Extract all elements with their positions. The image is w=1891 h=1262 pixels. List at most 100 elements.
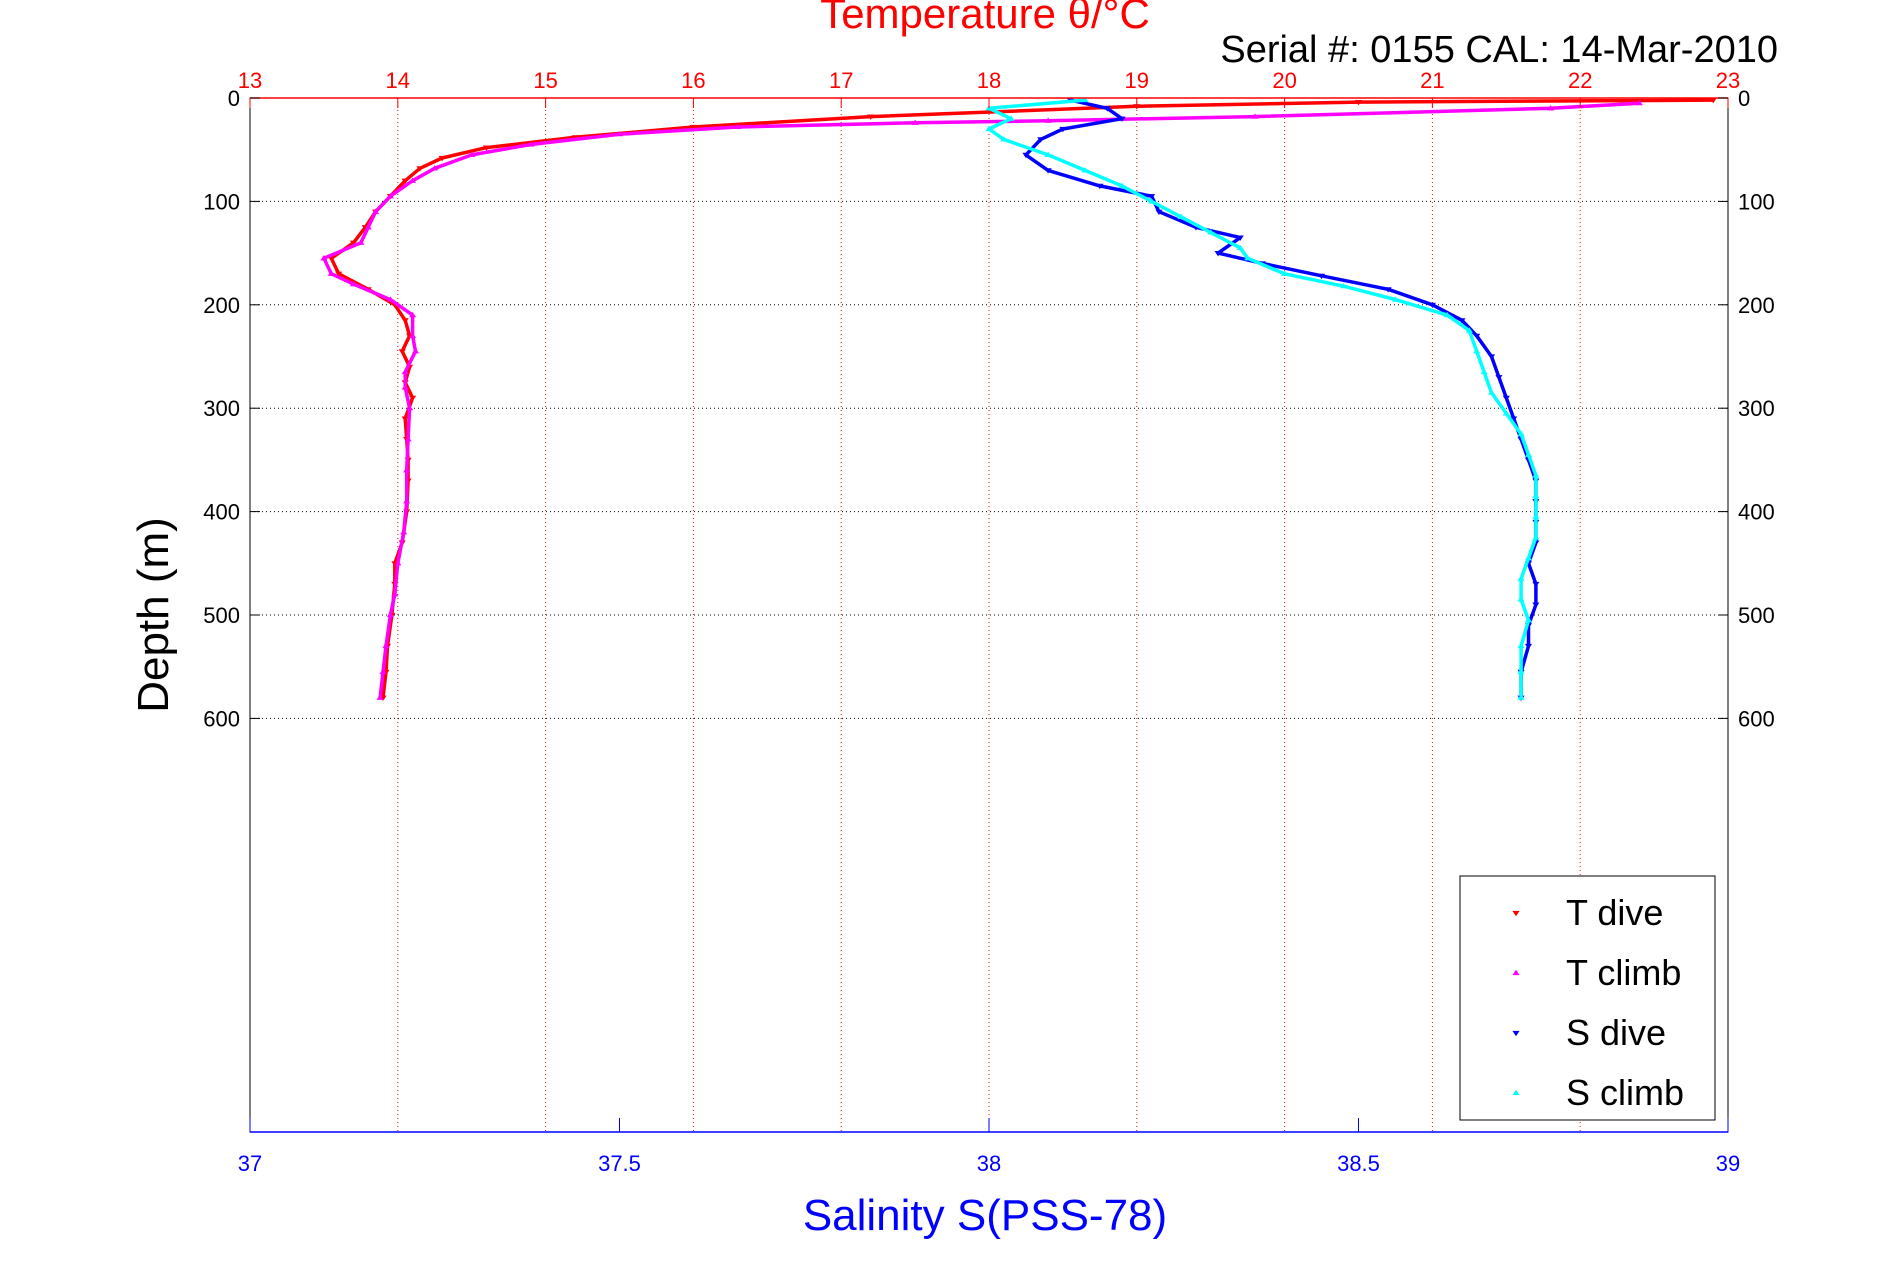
data-point: [1096, 183, 1104, 190]
data-point: [1148, 198, 1156, 204]
data-point: [527, 141, 535, 147]
data-point: [409, 177, 417, 183]
data-point: [1502, 410, 1510, 416]
depth-tick-label-right: 100: [1738, 189, 1775, 214]
data-point: [1037, 137, 1045, 143]
legend-marker: [1512, 969, 1520, 976]
data-point: [1495, 375, 1503, 381]
data-point: [404, 435, 412, 442]
data-point: [1517, 596, 1525, 602]
data-point: [1524, 554, 1533, 561]
chart-subtitle: Serial #: 0155 CAL: 14-Mar-2010: [1220, 29, 1778, 71]
data-point: [1517, 668, 1525, 674]
data-point: [409, 332, 417, 338]
data-point: [401, 368, 409, 375]
depth-tick-label-right: 300: [1738, 396, 1775, 421]
data-point: [411, 348, 420, 354]
depth-tick-label-left: 100: [203, 189, 240, 214]
data-point: [1532, 581, 1540, 588]
legend-marker: [1512, 1089, 1520, 1096]
temp-tick-label: 21: [1420, 68, 1444, 93]
data-point: [400, 529, 408, 535]
data-point: [1177, 213, 1185, 220]
data-point: [734, 123, 742, 130]
depth-tick-label-left: 400: [203, 500, 240, 525]
salinity-tick-label: 38: [977, 1151, 1001, 1176]
data-point: [394, 560, 402, 566]
data-point: [1022, 152, 1030, 159]
data-point: [1081, 167, 1089, 173]
data-point: [1118, 116, 1126, 122]
depth-tick-label-left: 200: [203, 293, 240, 318]
data-point: [1384, 287, 1392, 293]
temp-tick-label: 14: [386, 68, 410, 93]
data-point: [1487, 354, 1496, 360]
data-point: [349, 240, 358, 247]
data-point: [1155, 209, 1163, 215]
data-point: [1207, 229, 1215, 235]
data-point: [1517, 694, 1525, 700]
series-layer: [320, 96, 1717, 701]
data-point: [1044, 151, 1052, 157]
depth-tick-label-left: 500: [203, 603, 240, 628]
data-point: [335, 271, 343, 278]
temp-tick-label: 17: [829, 68, 853, 93]
data-point: [401, 384, 409, 390]
legend-marker: [1512, 1030, 1520, 1037]
temp-tick-label: 19: [1125, 68, 1149, 93]
data-point: [431, 165, 439, 171]
data-point: [1517, 642, 1525, 649]
data-point: [403, 498, 411, 504]
legend-box: [1459, 875, 1716, 1121]
legend-entry-label: S climb: [1566, 1072, 1684, 1113]
depth-tick-label-right: 400: [1738, 500, 1775, 525]
legend-entry-label: T climb: [1566, 952, 1681, 993]
salinity-tick-label: 37: [238, 1151, 262, 1176]
data-point: [1473, 333, 1481, 340]
depth-tick-label-right: 500: [1738, 603, 1775, 628]
temp-tick-label: 16: [681, 68, 705, 93]
data-point: [1532, 492, 1540, 499]
data-point: [867, 114, 875, 120]
series-t-climb: [320, 99, 1643, 700]
legend-marker: [1512, 910, 1520, 917]
legend-entry-label: T dive: [1566, 892, 1663, 933]
depth-tick-label-right: 0: [1738, 86, 1750, 111]
data-point: [372, 208, 380, 214]
depth-tick-label-left: 0: [228, 86, 240, 111]
data-point: [1473, 348, 1481, 354]
data-point: [327, 270, 335, 276]
data-point: [1517, 430, 1525, 437]
data-point: [1524, 643, 1533, 650]
depth-tick-label-left: 600: [203, 706, 240, 731]
data-point: [391, 591, 399, 597]
data-point: [985, 125, 993, 132]
data-point: [1354, 100, 1363, 106]
data-point: [403, 466, 411, 473]
data-point: [1244, 255, 1252, 261]
data-point: [1148, 194, 1156, 200]
data-point: [1281, 270, 1289, 276]
temp-tick-label: 20: [1272, 68, 1296, 93]
data-point: [382, 642, 390, 649]
data-point: [1103, 106, 1111, 112]
data-point: [386, 296, 394, 302]
data-point: [406, 404, 414, 411]
data-point: [911, 119, 919, 125]
data-point: [1007, 115, 1015, 121]
data-point: [379, 668, 387, 674]
data-point: [482, 145, 491, 151]
data-point: [364, 224, 372, 230]
data-point: [1251, 113, 1259, 119]
data-point: [1532, 602, 1540, 608]
legend-items: T dive T climb S dive S climb: [1512, 892, 1684, 1113]
data-point: [1044, 168, 1052, 174]
data-point: [1428, 302, 1436, 309]
data-point: [1443, 311, 1451, 318]
data-point: [1340, 282, 1348, 289]
salinity-tick-label: 39: [1716, 1151, 1740, 1176]
data-point: [401, 416, 409, 422]
chart-title: Temperature θ/°C: [820, 0, 1150, 37]
legend-entry-label: S dive: [1566, 1012, 1666, 1053]
data-point: [1524, 616, 1533, 623]
